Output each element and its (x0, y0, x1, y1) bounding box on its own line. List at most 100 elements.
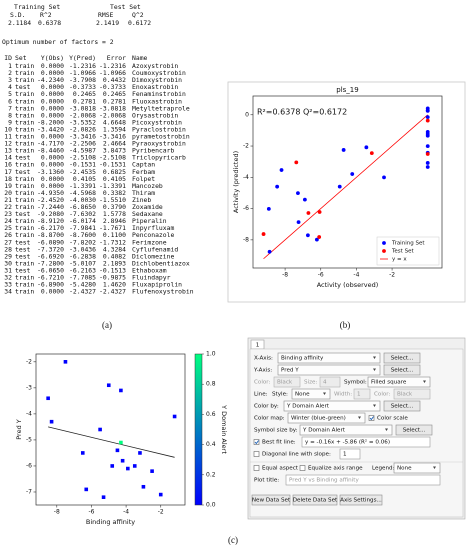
colorbar-tick-label: 0.8 (206, 381, 216, 388)
table-cell: -3.5352 (69, 118, 96, 126)
dropdown-value[interactable]: Y Domain Alert (302, 428, 346, 434)
table-cell: 34 (4, 288, 12, 296)
checkbox[interactable] (253, 465, 260, 471)
table-cell: 17 (4, 168, 12, 176)
dropdown[interactable] (299, 424, 393, 436)
checkbox-label[interactable]: Equalize axis range (308, 466, 363, 472)
colorbar (194, 353, 203, 506)
checkbox[interactable] (368, 415, 375, 421)
colorbar-tick-label: 0.0 (206, 502, 216, 509)
dropdown[interactable] (277, 352, 381, 364)
point (425, 106, 430, 111)
button[interactable] (383, 364, 421, 376)
checkbox[interactable] (253, 451, 260, 457)
dropdown-value[interactable]: Pred Y (281, 368, 299, 374)
dropdown[interactable] (287, 412, 366, 424)
table-cell: -2.5108 (69, 154, 96, 162)
table-cell: Mancozeb (132, 182, 163, 190)
table-cell: 10 (4, 125, 12, 133)
text-field[interactable] (301, 436, 431, 448)
table-cell: -7.3720 (37, 245, 64, 253)
dropdown-value[interactable]: None (295, 392, 310, 398)
button-label[interactable]: Select... (403, 428, 426, 434)
table-cell: Flufenoxystrobin (132, 288, 194, 296)
table-header: Set (15, 54, 27, 62)
table-cell: Fenaminstrobin (132, 90, 186, 98)
table-cell: train (15, 111, 34, 119)
table-cell: test (15, 83, 31, 91)
table-cell: -1.2316 (69, 62, 96, 70)
field-label: Symbol size by: (254, 428, 298, 434)
button[interactable] (383, 352, 421, 364)
checkbox[interactable] (253, 439, 260, 445)
table-cell: -8.9120 (37, 217, 64, 225)
text-field-value[interactable]: Pred Y vs Binding affinity (289, 478, 359, 484)
dropdown[interactable] (291, 388, 331, 400)
spinner-value[interactable]: 1 (343, 452, 347, 458)
dropdown-value[interactable]: None (397, 466, 412, 472)
point (317, 210, 322, 214)
table-cell: -7.6302 (69, 210, 96, 218)
table-cell: 2.1893 (103, 259, 126, 267)
table-cell: -3.4420 (37, 125, 64, 133)
dropdown-value[interactable]: Filled square (371, 380, 407, 386)
table-cell: Fluoxastrobin (132, 97, 182, 105)
table-cell: -4.5987 (69, 147, 96, 155)
table-cell: pyrametostrobin (132, 133, 190, 141)
dropdown[interactable] (393, 462, 441, 474)
group-label: Test Set (110, 3, 141, 11)
y-tick-label: -2 (26, 358, 32, 365)
dropdown-value[interactable]: Winter (blue-green) (291, 416, 346, 422)
dropdown[interactable] (277, 364, 381, 376)
table-cell: Pyraclostrobin (132, 125, 186, 133)
table-cell: -8.2000 (37, 118, 64, 126)
table-cell: -1.7671 (99, 224, 126, 232)
table-cell: -1.0966 (99, 69, 126, 77)
button-label[interactable]: Select... (391, 356, 414, 362)
table-cell: 11 (4, 133, 12, 141)
checkbox-label[interactable]: Best fit line: (262, 440, 296, 446)
field-label: X-Axis: (254, 356, 273, 362)
table-cell: Piperalin (132, 217, 167, 225)
dropdown[interactable] (367, 376, 431, 388)
point (306, 211, 311, 215)
spinner[interactable] (339, 448, 361, 460)
y-axis-label: Pred Y (15, 419, 23, 440)
button[interactable] (292, 494, 338, 506)
text-field[interactable] (285, 474, 441, 486)
table-cell: 16 (4, 161, 12, 169)
checkbox[interactable] (299, 465, 306, 471)
checkbox-label[interactable]: Color scale (377, 416, 408, 422)
dropdown-value[interactable]: Y Domain Alert (286, 404, 330, 410)
table-cell: train (15, 104, 34, 112)
button-label[interactable]: Select... (391, 404, 414, 410)
button[interactable] (251, 494, 291, 506)
button-label[interactable]: New Data Set (252, 498, 291, 504)
point (80, 451, 85, 455)
button-label[interactable]: Axis Settings... (340, 498, 382, 504)
button[interactable] (339, 494, 383, 506)
checkbox-label[interactable]: Equal aspect (262, 466, 299, 472)
button[interactable] (383, 400, 421, 412)
table-cell: train (15, 196, 34, 204)
table-cell: test (15, 252, 31, 260)
text-field-value[interactable]: y = -0.16x + -5.86 (R² = 0.06) (305, 439, 390, 446)
button-label[interactable]: Delete Data Set (293, 498, 338, 504)
legend-label: y = x (392, 257, 407, 263)
table-cell: 27 (4, 238, 12, 246)
table-cell: 33 (4, 281, 12, 289)
dropdown[interactable] (283, 400, 381, 412)
table-cell: 28 (4, 245, 12, 253)
tab-label[interactable]: 1 (256, 343, 260, 349)
table-cell: Sedaxane (132, 210, 163, 218)
button-label[interactable]: Select... (391, 368, 414, 374)
table-cell: -6.2170 (37, 224, 64, 232)
button[interactable] (395, 424, 433, 436)
checkbox-label[interactable]: Diagonal line with slope: (262, 452, 331, 458)
dropdown-arrow (358, 416, 361, 419)
dropdown-arrow (373, 368, 376, 371)
point (172, 414, 177, 419)
table-cell: 0.4082 (103, 252, 126, 260)
point (350, 172, 355, 176)
dropdown-value[interactable]: Binding affinity (281, 356, 324, 362)
